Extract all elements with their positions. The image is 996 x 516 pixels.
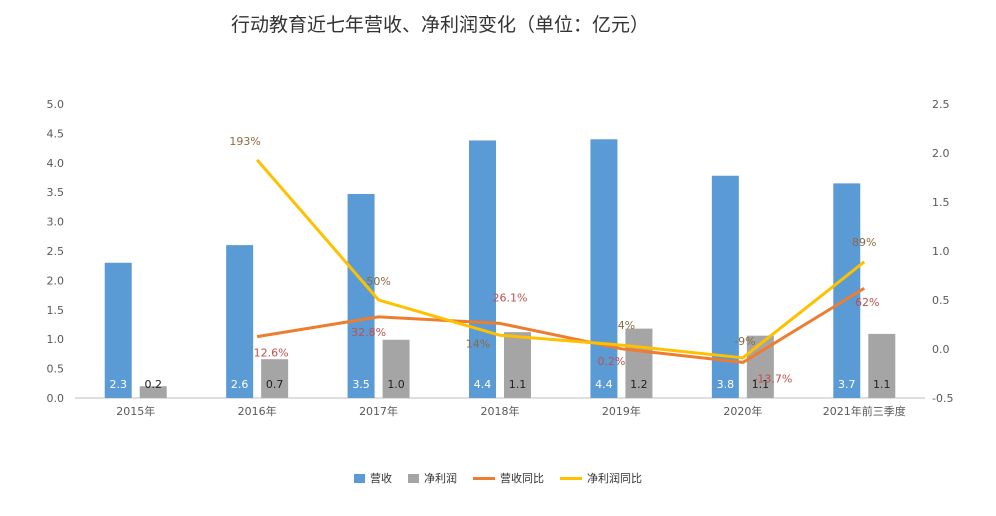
x-axis-tick-label: 2021年前三季度 <box>823 404 906 418</box>
legend-item-net-profit-yoy: 净利润同比 <box>560 470 642 486</box>
net-profit-bar-label: 0.2 <box>144 378 162 391</box>
x-axis-tick-label: 2016年 <box>238 404 277 418</box>
net-profit-bar-label: 1.2 <box>630 378 648 391</box>
x-axis-tick-label: 2020年 <box>723 404 762 418</box>
revenue-bar-label: 4.4 <box>474 378 492 391</box>
net-profit-bar-label: 1.1 <box>752 378 770 391</box>
x-axis-tick-label: 2015年 <box>116 404 155 418</box>
revenue-bar-label: 2.3 <box>109 378 127 391</box>
net-profit-bar-label: 1.0 <box>387 378 405 391</box>
revenue-yoy-line <box>256 286 866 364</box>
x-axis-tick-label: 2019年 <box>602 404 641 418</box>
right-axis-tick-label: 0.0 <box>932 343 950 356</box>
net-profit-bar <box>261 359 289 398</box>
right-axis-tick-label: -0.5 <box>932 392 953 405</box>
net-profit-yoy-label: 50% <box>366 275 390 288</box>
right-axis-tick-label: 0.5 <box>932 294 950 307</box>
net-profit-bar <box>868 333 896 398</box>
left-axis-tick-label: 3.0 <box>47 216 65 229</box>
net-profit-yoy-line <box>256 158 866 360</box>
net-profit-yoy-label: -9% <box>734 335 755 348</box>
legend-swatch-revenue <box>354 473 365 483</box>
legend-label-net-profit-yoy: 净利润同比 <box>587 472 642 485</box>
legend-item-revenue-yoy: 营收同比 <box>473 470 544 486</box>
legend: 营收 净利润 营收同比 净利润同比 <box>0 470 996 486</box>
right-axis-tick-label: 2.0 <box>932 147 950 160</box>
x-axis-tick-label: 2017年 <box>359 404 398 418</box>
revenue-bar-label: 2.6 <box>231 378 249 391</box>
left-axis-tick-label: 2.5 <box>47 245 65 258</box>
revenue-bar <box>469 140 496 398</box>
net-profit-bar-label: 1.1 <box>509 378 527 391</box>
net-profit-bar <box>382 339 410 398</box>
net-profit-bar-label: 1.1 <box>873 378 891 391</box>
legend-swatch-net-profit-yoy <box>560 476 582 480</box>
revenue-bar <box>347 193 375 398</box>
net-profit-yoy-label: 14% <box>466 337 490 350</box>
left-axis-tick-label: 2.0 <box>47 274 65 287</box>
net-profit-bar <box>139 386 167 398</box>
revenue-bar-label: 3.5 <box>352 378 370 391</box>
legend-swatch-net-profit <box>408 473 419 483</box>
revenue-bar-label: 4.4 <box>595 378 613 391</box>
legend-label-revenue-yoy: 营收同比 <box>500 472 544 485</box>
legend-label-net-profit: 净利润 <box>424 472 457 485</box>
revenue-bar <box>104 262 132 398</box>
right-axis-tick-label: 1.5 <box>932 196 950 209</box>
legend-swatch-revenue-yoy <box>473 476 495 480</box>
legend-item-net-profit: 净利润 <box>408 470 457 486</box>
revenue-bar <box>590 139 618 398</box>
revenue-yoy-label: 12.6% <box>254 347 289 360</box>
left-axis-tick-label: 0.0 <box>47 392 65 405</box>
legend-label-revenue: 营收 <box>370 472 392 485</box>
net-profit-bar-label: 0.7 <box>266 378 284 391</box>
left-axis-tick-label: 4.0 <box>47 157 65 170</box>
left-axis-tick-label: 4.5 <box>47 127 65 140</box>
right-axis-tick-label: 1.0 <box>932 245 950 258</box>
revenue-yoy-label: -13.7% <box>753 372 792 385</box>
net-profit-yoy-label: 89% <box>852 236 876 249</box>
net-profit-yoy-label: 4% <box>618 319 635 332</box>
left-axis-tick-label: 1.5 <box>47 304 65 317</box>
left-axis-tick-label: 3.5 <box>47 186 65 199</box>
revenue-yoy-label: 26.1% <box>493 291 528 304</box>
net-profit-bar <box>625 328 653 398</box>
revenue-bar-label: 3.7 <box>838 378 856 391</box>
net-profit-bar <box>504 332 531 398</box>
chart-title: 行动教育近七年营收、净利润变化（单位：亿元） <box>230 14 649 36</box>
revenue-bar <box>833 183 861 398</box>
right-axis-tick-label: 2.5 <box>932 98 950 111</box>
plot-area: 0.0 0.5 1.0 1.5 2.0 2.5 3.0 3.5 4.0 4.5 5.0 -0.5 0.0… <box>47 98 954 418</box>
x-axis-tick-label: 2018年 <box>481 404 520 418</box>
revenue-bar <box>711 175 739 398</box>
left-axis-tick-label: 1.0 <box>47 333 65 346</box>
revenue-bar <box>226 245 254 398</box>
left-axis-tick-label: 5.0 <box>47 98 65 111</box>
net-profit-yoy-label: 193% <box>229 135 260 148</box>
legend-item-revenue: 营收 <box>354 470 392 486</box>
revenue-yoy-label: 0.2% <box>597 355 625 368</box>
revenue-bar-label: 3.8 <box>717 378 735 391</box>
revenue-yoy-label: 62% <box>855 296 879 309</box>
revenue-yoy-label: 32.8% <box>351 326 386 339</box>
left-axis-tick-label: 0.5 <box>47 363 65 376</box>
